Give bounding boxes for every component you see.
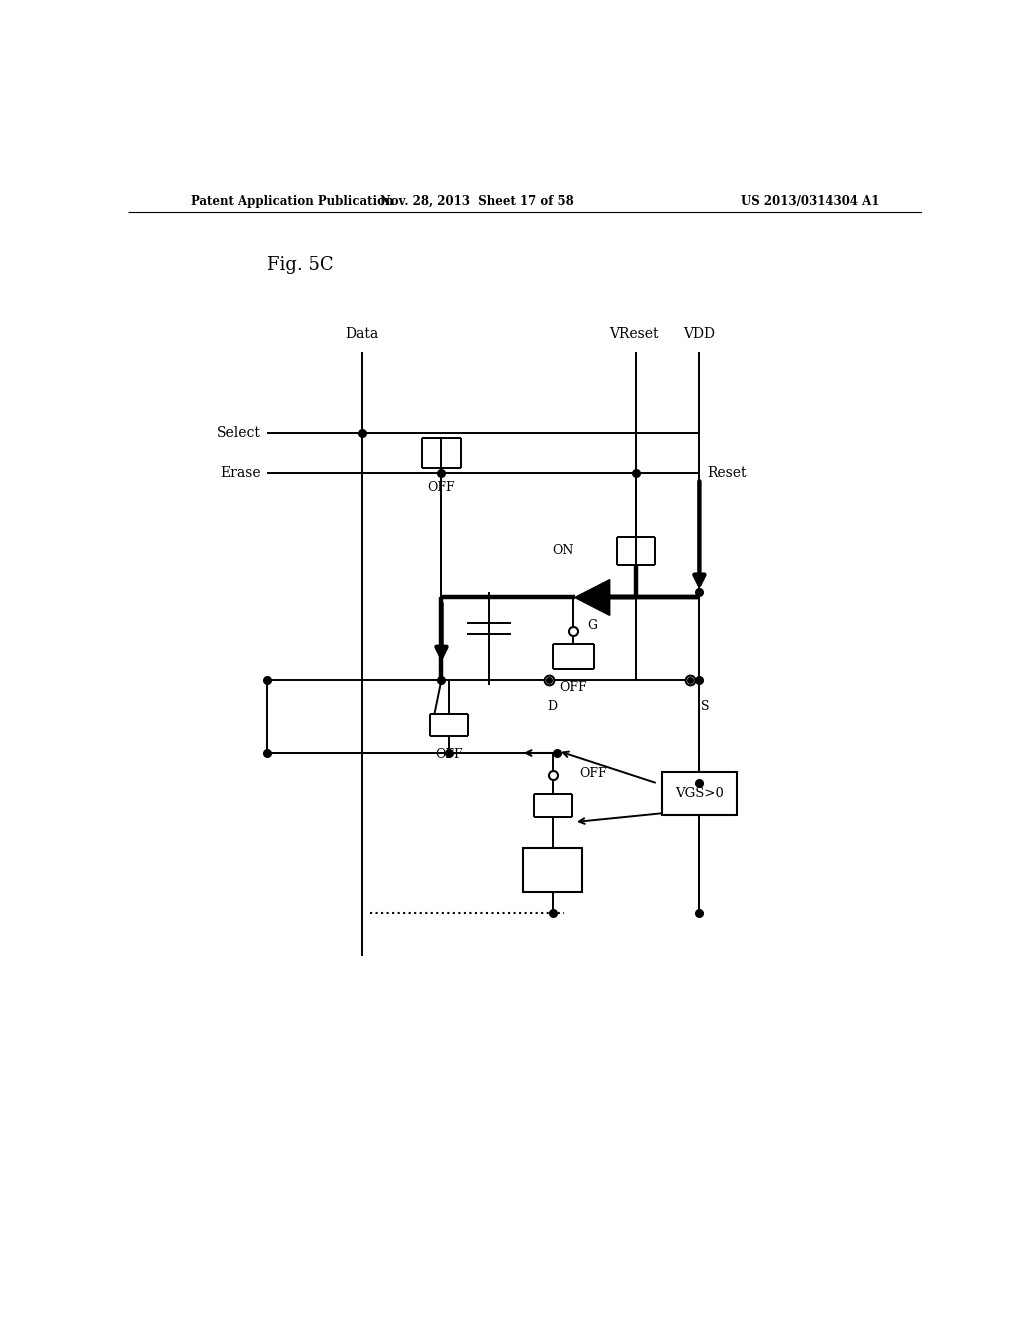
Text: VDD: VDD bbox=[683, 327, 716, 342]
Text: Select: Select bbox=[217, 426, 260, 440]
Text: VGS>0: VGS>0 bbox=[675, 787, 724, 800]
Text: Patent Application Publication: Patent Application Publication bbox=[191, 194, 394, 207]
Text: Nov. 28, 2013  Sheet 17 of 58: Nov. 28, 2013 Sheet 17 of 58 bbox=[380, 194, 574, 207]
Text: OFF: OFF bbox=[428, 480, 456, 494]
Text: Data: Data bbox=[345, 327, 379, 342]
Text: OFF: OFF bbox=[580, 767, 607, 780]
Text: US 2013/0314304 A1: US 2013/0314304 A1 bbox=[741, 194, 880, 207]
Text: G: G bbox=[588, 619, 597, 632]
Text: S: S bbox=[701, 700, 710, 713]
Text: Fig. 5C: Fig. 5C bbox=[267, 256, 334, 275]
Polygon shape bbox=[574, 579, 609, 615]
Text: OFF: OFF bbox=[435, 748, 463, 760]
FancyBboxPatch shape bbox=[523, 847, 583, 892]
Text: VReset: VReset bbox=[609, 327, 659, 342]
Text: Erase: Erase bbox=[220, 466, 260, 480]
Text: OFF: OFF bbox=[559, 681, 587, 694]
Text: ON: ON bbox=[552, 544, 573, 557]
Text: D: D bbox=[548, 700, 558, 713]
FancyBboxPatch shape bbox=[662, 772, 737, 814]
Text: Reset: Reset bbox=[708, 466, 746, 480]
